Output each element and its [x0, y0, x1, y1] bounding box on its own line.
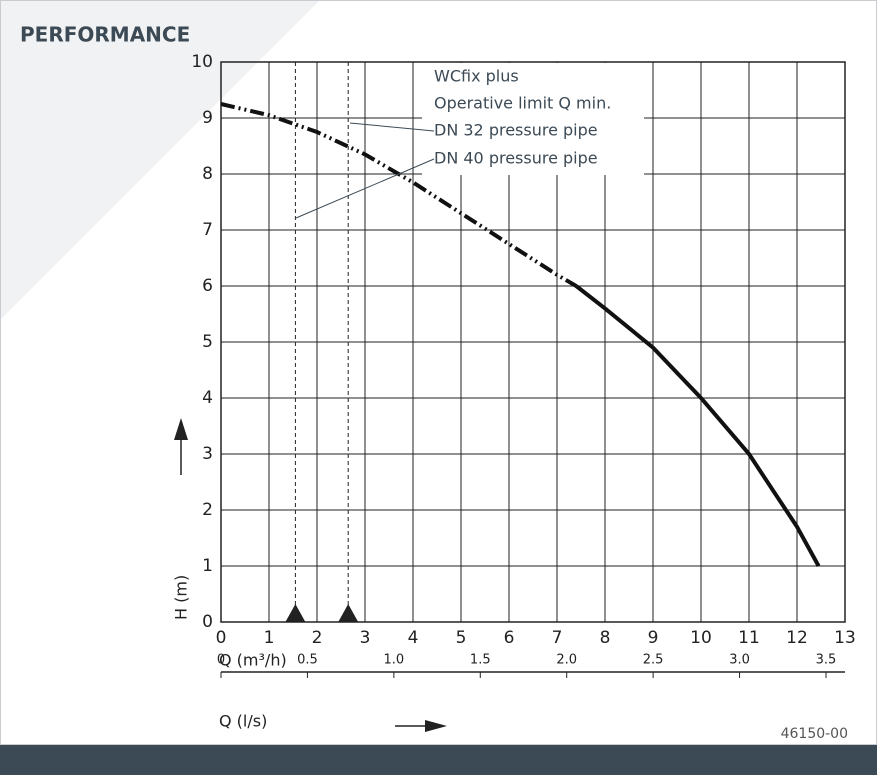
x-tick-label: 7 [552, 628, 563, 648]
y-tick-label: 5 [202, 332, 213, 352]
x2-tick-label: 1.0 [384, 653, 405, 668]
x-tick-label: 3 [360, 628, 371, 648]
y-tick-label: 7 [202, 220, 213, 240]
annotation-box [422, 63, 644, 175]
plot-frame [220, 61, 846, 623]
y-tick-label: 0 [202, 612, 213, 632]
x2-tick-label: 2.5 [643, 653, 664, 668]
y-tick-label: 6 [202, 276, 213, 296]
annotation: DN 40 pressure pipe [434, 149, 598, 168]
x-tick-label: 4 [408, 628, 419, 648]
pump-curve [220, 102, 578, 288]
qmin-triangle [338, 604, 359, 622]
chart-title: PERFORMANCE [20, 23, 190, 47]
annotation: DN 32 pressure pipe [434, 121, 598, 140]
annotation: Operative limit Q min. [434, 94, 611, 113]
y-tick-label: 10 [191, 52, 213, 72]
x2-arrow-head [425, 720, 447, 732]
x-tick-label: 8 [600, 628, 611, 648]
y-tick-label: 9 [202, 108, 213, 128]
x-tick-label: 2 [312, 628, 323, 648]
pump-curve [574, 284, 821, 567]
annotation: WCfix plus [434, 67, 519, 86]
y-axis-label: H (m) [172, 575, 191, 620]
x-tick-label: 13 [834, 628, 856, 648]
leader-line [295, 158, 435, 219]
y-tick-label: 3 [202, 444, 213, 464]
x-tick-label: 12 [786, 628, 808, 648]
y-tick-label: 1 [202, 556, 213, 576]
x2-tick-label: 3.0 [729, 653, 750, 668]
x2-tick-label: 2.0 [556, 653, 577, 668]
leader-line [349, 122, 435, 132]
x-tick-label: 1 [264, 628, 275, 648]
y-tick-label: 8 [202, 164, 213, 184]
x2-tick-label: 3.5 [816, 653, 837, 668]
qmin-triangle [285, 604, 306, 622]
x-tick-label: 6 [504, 628, 515, 648]
x-tick-label: 0 [216, 628, 227, 648]
background-shape [0, 0, 320, 320]
x-tick-label: 9 [648, 628, 659, 648]
footer-bar [0, 745, 877, 775]
x-tick-label: 5 [456, 628, 467, 648]
figure-code: 46150-00 [781, 726, 848, 742]
x-tick-label: 11 [738, 628, 760, 648]
y-arrow-head [174, 418, 188, 440]
y-tick-label: 4 [202, 388, 213, 408]
x2-tick-label: 1.5 [470, 653, 491, 668]
x2-tick-label: 0 [217, 653, 225, 668]
x-tick-label: 10 [690, 628, 712, 648]
x-axis-label: Q (m³/h) [219, 651, 287, 670]
x2-tick-label: 0.5 [297, 653, 318, 668]
y-tick-label: 2 [202, 500, 213, 520]
x2-axis-label: Q (l/s) [219, 712, 267, 731]
